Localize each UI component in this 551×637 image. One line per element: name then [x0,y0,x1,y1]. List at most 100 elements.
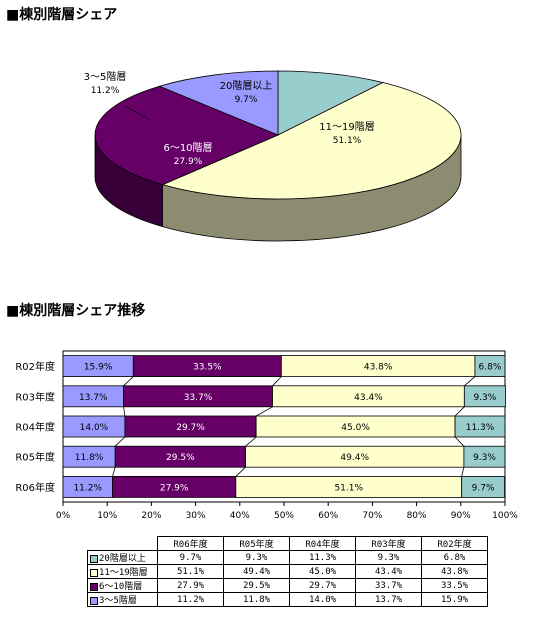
pie-slice [161,82,462,200]
table-cell: 9.3% [223,550,290,565]
series-name: 11～19階層 [99,568,148,578]
table-cell: 51.1% [157,564,224,579]
series-line [235,466,246,477]
series-line [464,376,476,387]
bar-value-label: 6.8% [479,363,502,373]
pie-label-name: 20階層以上 [220,80,273,92]
bar-segment [474,355,506,378]
series-line [123,406,126,417]
bar-value-label: 9.7% [472,483,495,493]
data-table: R06年度 R05年度 R04年度 R03年度 R02年度 20階層以上 9.7%… [87,536,488,607]
series-name: 20階層以上 [99,554,146,564]
bar-value-label: 9.3% [473,393,496,403]
table-cell: 43.8% [421,564,488,579]
series-line [112,467,116,477]
table-row: 3～5階層 11.2% 11.8% 14.0% 13.7% 15.9% [87,592,488,607]
x-tick-label: 60% [318,511,338,521]
bar-chart-title: ■棟別階層シェア推移 [6,303,146,319]
bar-value-label: 29.7% [176,423,205,433]
bar-value-label: 43.8% [364,363,393,373]
series-name-cell: 3～5階層 [87,592,158,607]
column-header: R06年度 [157,536,224,551]
series-name: 6～10階層 [99,582,143,592]
table-cell: 15.9% [421,592,488,607]
bar-value-label: 9.3% [473,453,496,463]
series-line [272,376,282,387]
pie-label-name: 11～19階層 [319,121,374,133]
pie-chart-title: ■棟別階層シェア [6,7,118,23]
series-line [114,436,126,447]
series-line [123,376,134,387]
legend-swatch [90,582,98,591]
table-cell: 14.0% [289,592,356,607]
x-tick-label: 30% [186,511,206,521]
bar-value-label: 51.1% [334,483,363,493]
pie-label-name: 3～5階層 [84,71,127,83]
bar-value-label: 33.7% [184,393,213,403]
x-tick-label: 20% [141,511,161,521]
bar-value-label: 13.7% [79,393,108,403]
y-tick-label: R05年度 [15,451,55,464]
pie-label-value: 51.1% [333,136,362,146]
table-cell: 29.5% [223,578,290,593]
pie-label-value: 9.7% [235,95,258,105]
series-name-cell: 20階層以上 [87,550,158,565]
pie-slice [277,70,385,136]
table-row: 20階層以上 9.7% 9.3% 11.3% 9.3% 6.8% [87,550,488,565]
series-line [255,406,273,417]
pie-slice [158,70,279,136]
series-line [245,436,257,447]
series-name-cell: 11～19階層 [87,564,158,579]
table-row: 6～10階層 27.9% 29.5% 29.7% 33.7% 33.5% [87,578,488,593]
bar-value-label: 45.0% [341,423,370,433]
table-cell: 27.9% [157,578,224,593]
bar-segment [461,475,505,498]
bar-segment [463,445,506,468]
series-line [454,406,465,417]
table-cell: 29.7% [289,578,356,593]
x-tick-label: 50% [274,511,294,521]
bar-value-label: 33.5% [193,363,222,373]
bar-value-label: 11.3% [466,423,495,433]
pie-slice [94,85,280,186]
bar-value-label: 15.9% [84,363,113,373]
bar-value-label: 14.0% [80,423,109,433]
bar-value-label: 29.5% [166,453,195,463]
y-tick-label: R06年度 [15,481,55,494]
series-name-cell: 6～10階層 [87,578,158,593]
table-cell: 6.8% [421,550,488,565]
y-tick-label: R02年度 [15,360,55,373]
x-tick-label: 10% [97,511,117,521]
y-tick-label: R03年度 [15,390,55,403]
y-tick-label: R04年度 [15,421,55,434]
pie-leader-line [124,105,151,121]
bar-value-label: 11.8% [75,453,104,463]
table-cell: 49.4% [223,564,290,579]
bar-segment [463,385,506,408]
bar-value-label: 27.9% [160,483,189,493]
x-tick-label: 80% [407,511,427,521]
table-cell: 11.8% [223,592,290,607]
table-cell: 9.7% [157,550,224,565]
stacked-bar-chart: 15.9% 33.5% 43.8% 6.8% R02年度 13.7% 33.7% 43.4% 9… [15,350,518,521]
table-cell: 9.3% [355,550,422,565]
x-tick-label: 0% [56,511,71,521]
table-row: 11～19階層 51.1% 49.4% 45.0% 43.4% 43.8% [87,564,488,579]
table-cell: 43.4% [355,564,422,579]
table-cell: 11.3% [289,550,356,565]
x-tick-label: 40% [230,511,250,521]
legend-swatch [90,554,98,563]
pie-label-value: 27.9% [174,157,203,167]
column-header: R04年度 [289,536,356,551]
column-header: R02年度 [421,536,488,551]
table-cell: 33.5% [421,578,488,593]
table-corner [88,537,158,551]
legend-swatch [90,568,98,577]
x-tick-label: 100% [492,511,518,521]
table-header-row: R06年度 R05年度 R04年度 R03年度 R02年度 [88,536,488,551]
pie-label-name: 6～10階層 [163,142,212,154]
table-cell: 33.7% [355,578,422,593]
legend-swatch [90,596,98,605]
table-cell: 45.0% [289,564,356,579]
series-name: 3～5階層 [99,596,137,606]
